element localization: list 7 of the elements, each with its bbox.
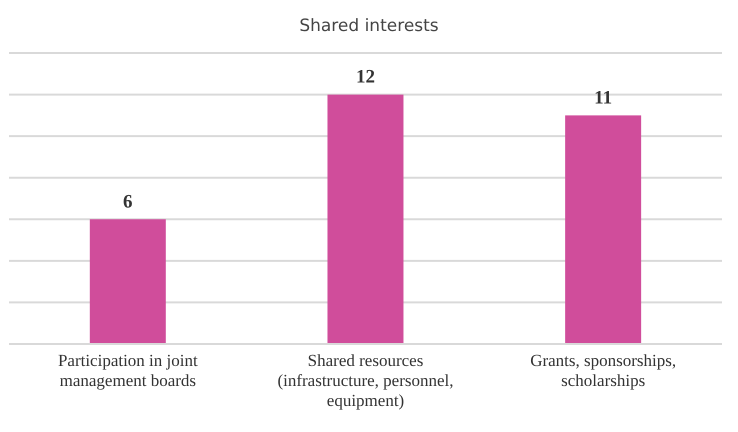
- data-label: 11: [594, 87, 612, 108]
- x-tick-label: Shared resources (infrastructure, personnel, equipment): [277, 351, 454, 410]
- data-label: 12: [356, 66, 375, 88]
- data-label: 6: [123, 191, 133, 212]
- chart-title: Shared interests: [298, 16, 440, 36]
- x-tick-label: Participation in joint management boards: [58, 351, 198, 390]
- x-tick-label: Grants, sponsorships, scholarships: [530, 351, 676, 390]
